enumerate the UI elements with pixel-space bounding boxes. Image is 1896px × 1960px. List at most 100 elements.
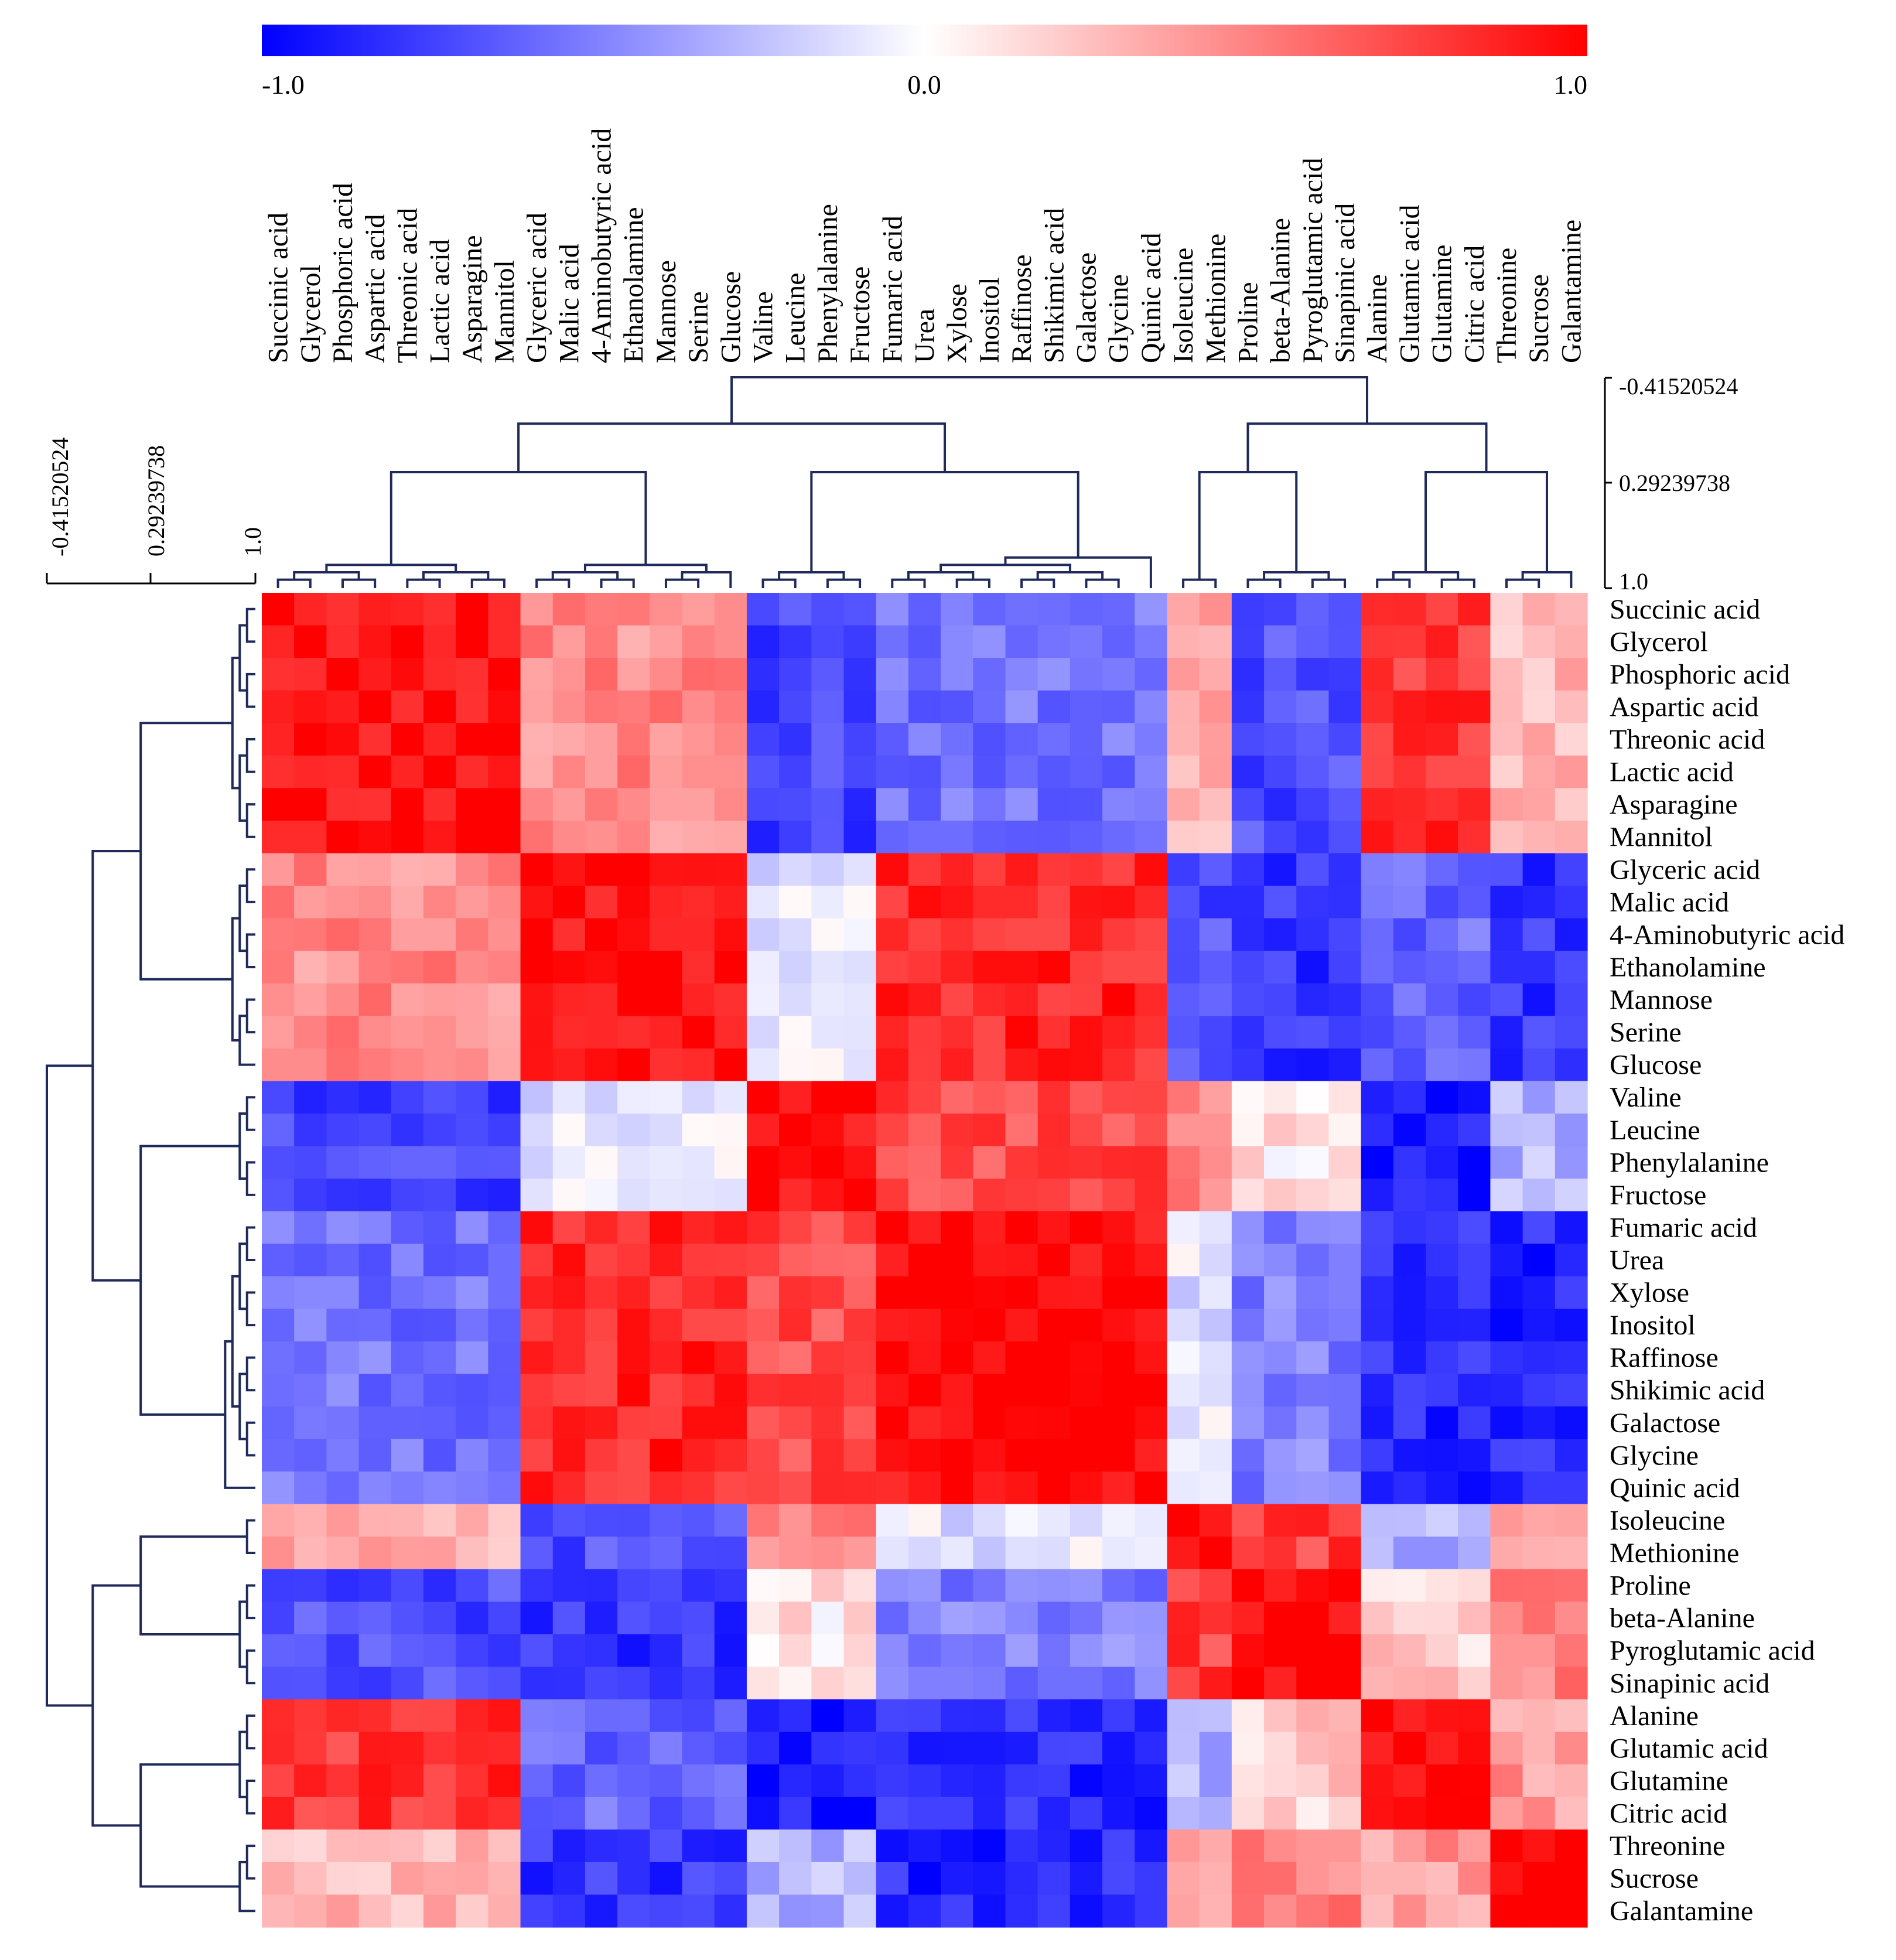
heatmap-cell xyxy=(585,853,618,886)
heatmap-cell xyxy=(456,1471,488,1505)
heatmap-cell xyxy=(520,1016,554,1049)
heatmap-cell xyxy=(1522,593,1556,626)
heatmap-cell xyxy=(1070,1536,1103,1570)
heatmap-cell xyxy=(941,1113,973,1147)
heatmap-cell xyxy=(1522,1602,1556,1635)
heatmap-cell xyxy=(682,1113,715,1147)
heatmap-cell xyxy=(1264,788,1297,821)
heatmap-cell xyxy=(908,1894,941,1928)
heatmap-cell xyxy=(682,1569,715,1602)
heatmap-cell xyxy=(1522,886,1556,919)
heatmap-cell xyxy=(682,1309,715,1342)
heatmap-cell xyxy=(1005,951,1038,984)
heatmap-cell xyxy=(843,1374,877,1407)
heatmap-cell xyxy=(908,755,941,788)
heatmap-cell xyxy=(1264,1081,1297,1114)
column-label: Aspartic acid xyxy=(360,214,391,363)
row-label: Galactose xyxy=(1610,1408,1720,1439)
heatmap-cell xyxy=(746,1048,780,1082)
heatmap-cell xyxy=(1328,853,1362,886)
heatmap-cell xyxy=(876,853,909,886)
heatmap-cell xyxy=(1135,1667,1168,1700)
heatmap-cell xyxy=(1458,1374,1491,1407)
heatmap-cell xyxy=(1264,1732,1297,1765)
heatmap-cell xyxy=(1264,1471,1297,1505)
heatmap-cell xyxy=(552,723,586,756)
heatmap-cell xyxy=(1490,918,1523,951)
row-label: Shikimic acid xyxy=(1610,1375,1765,1406)
heatmap-cell xyxy=(1328,1374,1362,1407)
heatmap-cell xyxy=(779,1113,812,1147)
heatmap-cell xyxy=(746,625,780,658)
heatmap-cell xyxy=(1005,1471,1038,1505)
heatmap-cell xyxy=(294,1894,327,1928)
heatmap-cell xyxy=(650,983,683,1016)
heatmap-cell xyxy=(1522,1406,1556,1440)
heatmap-cell xyxy=(1005,1113,1038,1147)
heatmap-cell xyxy=(843,1439,877,1472)
heatmap-cell xyxy=(1296,1439,1330,1472)
heatmap-cell xyxy=(520,983,554,1016)
top-dendrogram-branch xyxy=(535,578,570,588)
heatmap-cell xyxy=(262,1406,295,1440)
heatmap-cell xyxy=(1393,1211,1426,1244)
heatmap-cell xyxy=(1490,788,1523,821)
heatmap-cell xyxy=(456,1146,488,1179)
heatmap-cell xyxy=(1426,1829,1458,1863)
heatmap-cell xyxy=(1231,1536,1265,1570)
heatmap-cell xyxy=(1393,1569,1426,1602)
heatmap-cell xyxy=(552,658,586,691)
heatmap-cell xyxy=(1490,1602,1523,1635)
top-dendrogram-branch xyxy=(1505,578,1540,588)
column-label: Glucose xyxy=(715,271,746,363)
heatmap-cell xyxy=(941,755,973,788)
heatmap-cell xyxy=(1135,820,1168,854)
left-dendrogram-branch xyxy=(245,1226,255,1261)
heatmap-cell xyxy=(1231,1634,1265,1668)
heatmap-cell xyxy=(585,755,618,788)
heatmap-cell xyxy=(714,1797,747,1830)
heatmap-cell xyxy=(391,1211,424,1244)
heatmap-cell xyxy=(1522,983,1556,1016)
heatmap-cell xyxy=(488,690,521,723)
heatmap-cell xyxy=(1328,1016,1362,1049)
heatmap-cell xyxy=(358,658,392,691)
heatmap-cell xyxy=(1522,1374,1556,1407)
heatmap-cell xyxy=(423,1764,456,1798)
heatmap-cell xyxy=(1426,1504,1458,1537)
heatmap-cell xyxy=(423,886,456,919)
heatmap-cell xyxy=(1328,1113,1362,1147)
heatmap-cell xyxy=(843,1471,877,1505)
heatmap-cell xyxy=(811,1374,845,1407)
row-label: Glycerol xyxy=(1610,626,1708,657)
heatmap-cell xyxy=(585,593,618,626)
heatmap-cell xyxy=(682,1764,715,1798)
heatmap-cell xyxy=(391,1244,424,1277)
heatmap-cell xyxy=(520,1244,554,1277)
heatmap-cell xyxy=(1555,1309,1588,1342)
heatmap-cell xyxy=(1167,788,1200,821)
heatmap-cell xyxy=(358,723,392,756)
heatmap-cell xyxy=(811,1569,845,1602)
heatmap-cell xyxy=(1361,1113,1394,1147)
heatmap-cell xyxy=(714,1504,747,1537)
heatmap-cell xyxy=(1426,1406,1458,1440)
heatmap-cell xyxy=(358,1309,392,1342)
heatmap-cell xyxy=(1199,658,1232,691)
left-dendrogram-branch xyxy=(245,803,255,838)
heatmap-cell xyxy=(1199,951,1232,984)
top-dendrogram-branch xyxy=(517,422,946,472)
heatmap-cell xyxy=(1328,1536,1362,1570)
heatmap-cell xyxy=(456,690,488,723)
heatmap-cell xyxy=(294,1732,327,1765)
heatmap-cell xyxy=(811,1309,845,1342)
column-label: Mannitol xyxy=(489,260,520,363)
heatmap-cell xyxy=(520,1406,554,1440)
heatmap-cell xyxy=(908,1862,941,1896)
heatmap-cell xyxy=(1522,1569,1556,1602)
heatmap-cell xyxy=(876,1504,909,1537)
heatmap-cell xyxy=(779,593,812,626)
heatmap-cell xyxy=(617,593,650,626)
column-label: Quinic acid xyxy=(1136,233,1167,363)
heatmap-cell xyxy=(1231,1862,1265,1896)
